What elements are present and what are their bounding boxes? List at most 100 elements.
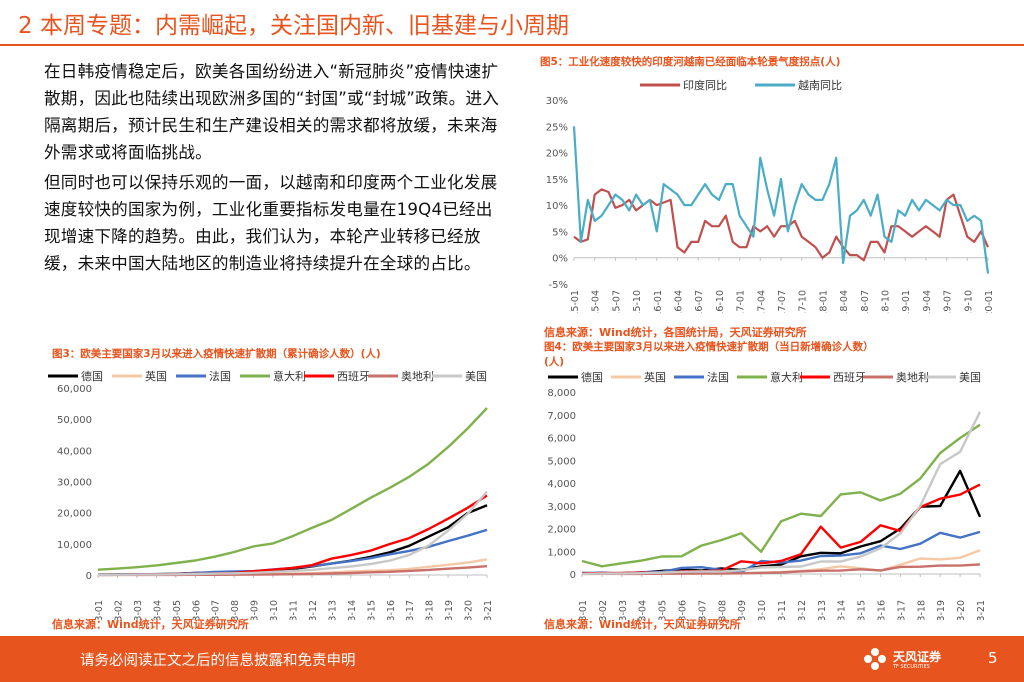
y-tick-label: 0% — [552, 254, 568, 265]
footer-brand: 天风证券 — [893, 650, 942, 664]
y-tick-label: 40,000 — [57, 446, 92, 457]
x-tick-label: 03-16 — [877, 600, 888, 620]
legend-label: 美国 — [959, 371, 981, 384]
legend-label: 法国 — [707, 370, 729, 384]
x-tick-label: 03-16 — [386, 600, 397, 620]
legend-label: 越南同比 — [798, 78, 842, 92]
x-tick-label: 03-07 — [211, 600, 222, 620]
legend-label: 印度同比 — [683, 78, 727, 92]
legend-label: 奥地利 — [896, 370, 929, 384]
x-tick-label: 03-08 — [717, 600, 728, 620]
x-tick-label: 03-04 — [638, 600, 649, 620]
fig3-chart: 德国 英国 法国 意大利 西班牙 奥地利 美国 60,000 50,000 40,000 30,00… — [48, 369, 494, 620]
legend-label: 法国 — [209, 369, 231, 383]
fig4-source: 信息来源：Wind统计，天风证券研究所 — [544, 618, 741, 631]
x-tick-label: 03-19 — [444, 600, 455, 620]
y-tick-label: 60,000 — [57, 384, 92, 395]
fig5-caption: 图5：工业化速度较快的印度河越南已经面临本轮景气度拐点(人) — [540, 56, 841, 68]
x-tick-label: 03-17 — [896, 600, 907, 620]
x-tick-label: 18-01 — [818, 290, 829, 313]
x-tick-label: 03-09 — [250, 600, 261, 620]
fig4-chart: 德国 英国 法国 意大利 西班牙 奥地利 美国 8,000 7,000 6,000 5,000 4,0… — [547, 370, 987, 620]
footer-disclaimer[interactable]: 请务必阅读正文之后的信息披露和免责申明 — [80, 653, 356, 669]
x-tick-label: 03-12 — [797, 600, 808, 620]
x-tick-label: 19-04 — [922, 290, 933, 313]
series-line — [572, 126, 990, 274]
y-tick-label: 2,000 — [547, 525, 576, 536]
footer-bar: 请务必阅读正文之后的信息披露和免责申明 天风证券 TF SECURITIES 5 — [0, 636, 1024, 682]
y-tick-label: 1,000 — [547, 547, 576, 558]
x-tick-label: 03-05 — [172, 600, 183, 620]
x-tick-label: 03-13 — [817, 600, 828, 620]
series-line — [97, 490, 488, 576]
fig3-caption: 图3：欧美主要国家3月以来进入疫情快速扩散期（累计确诊人数）(人) — [52, 348, 381, 360]
legend-label: 英国 — [145, 369, 167, 383]
legend-label: 意大利 — [770, 370, 803, 384]
x-tick-label: 03-21 — [976, 600, 987, 620]
footer-brand-en: TF SECURITIES — [893, 664, 930, 670]
x-tick-label: 15-07 — [611, 290, 622, 313]
x-tick-label: 15-01 — [570, 290, 581, 313]
y-tick-label: 5,000 — [547, 456, 576, 467]
y-tick-label: 3,000 — [547, 502, 576, 513]
y-tick-label: 15% — [546, 175, 568, 186]
y-tick-label: 8,000 — [547, 388, 576, 399]
x-tick-label: 03-18 — [916, 600, 927, 620]
x-tick-label: 17-01 — [736, 290, 747, 313]
x-tick-label: 03-12 — [308, 600, 319, 620]
x-tick-label: 03-06 — [191, 600, 202, 620]
x-tick-label: 15-10 — [632, 290, 643, 313]
x-tick-label: 03-20 — [956, 600, 967, 620]
x-tick-label: 03-10 — [269, 600, 280, 620]
series-line — [581, 411, 982, 576]
x-tick-label: 03-06 — [678, 600, 689, 620]
x-tick-label: 18-04 — [839, 290, 850, 313]
series-line — [581, 423, 981, 568]
fig5-source: 信息来源：Wind统计，各国统计局，天风证券研究所 — [544, 326, 807, 339]
x-tick-label: 16-10 — [715, 290, 726, 313]
x-tick-label: 03-10 — [757, 600, 768, 620]
x-tick-label: 18-10 — [881, 290, 892, 313]
legend-label: 西班牙 — [337, 370, 370, 383]
y-tick-label: 0 — [86, 571, 92, 582]
legend-label: 德国 — [581, 370, 603, 384]
fig4-caption: 图4：欧美主要国家3月以来进入疫情快速扩散期（当日新增确诊人数） — [544, 341, 874, 353]
y-tick-label: 10,000 — [57, 540, 92, 551]
x-tick-label: 03-14 — [347, 600, 358, 620]
x-tick-label: 15-04 — [591, 290, 602, 313]
y-tick-label: 5% — [552, 227, 568, 238]
x-tick-label: 03-15 — [366, 600, 377, 620]
x-tick-label: 03-01 — [578, 600, 589, 620]
x-tick-label: 16-04 — [674, 290, 685, 313]
x-tick-label: 03-07 — [697, 600, 708, 620]
x-tick-label: 03-11 — [289, 600, 300, 620]
page-number: 5 — [988, 649, 998, 667]
x-tick-label: 17-04 — [756, 290, 767, 313]
fig3-source: 信息来源：Wind统计，天风证券研究所 — [52, 618, 249, 631]
legend-label: 奥地利 — [401, 369, 434, 383]
x-tick-label: 19-10 — [963, 290, 974, 313]
paragraph-2: 但同时也可以保持乐观的一面，以越南和印度两个工业化发展速度较快的国家为例，工业化… — [44, 173, 498, 273]
title-divider — [0, 44, 1024, 46]
y-tick-label: 4,000 — [547, 479, 576, 490]
y-tick-label: 30% — [546, 96, 568, 107]
y-tick-label: 0 — [570, 570, 576, 581]
x-tick-label: 03-14 — [837, 600, 848, 620]
x-tick-label: 03-17 — [405, 600, 416, 620]
x-tick-label: 16-01 — [653, 290, 664, 313]
x-tick-label: 03-09 — [737, 600, 748, 620]
x-tick-label: 16-07 — [694, 290, 705, 313]
y-tick-label: 7,000 — [547, 411, 576, 422]
body-text: 在日韩疫情稳定后，欧美各国纷纷进入“新冠肺炎”疫情快速扩散期，因此也陆续出现欧洲… — [44, 58, 502, 280]
x-tick-label: 03-15 — [857, 600, 868, 620]
y-tick-label: 6,000 — [547, 434, 576, 445]
legend-label: 意大利 — [273, 369, 306, 383]
brand-logo-icon — [864, 648, 886, 670]
series-line — [97, 407, 488, 571]
x-tick-label: 17-07 — [777, 290, 788, 313]
x-tick-label: 03-01 — [94, 600, 105, 620]
y-tick-label: 10% — [546, 201, 568, 212]
slide-title: 2 本周专题：内需崛起，关注国内新、旧基建与小周期 — [18, 13, 569, 39]
x-tick-label: 03-21 — [483, 600, 494, 620]
x-tick-label: 03-03 — [618, 600, 629, 620]
